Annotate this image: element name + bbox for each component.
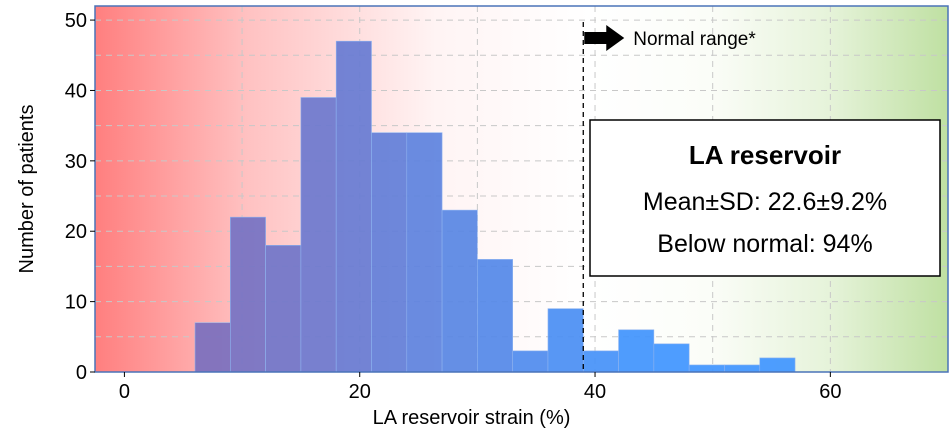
histogram-bar [547,308,584,373]
histogram-bar [300,97,337,373]
histogram-bar [335,40,372,373]
info-box-frame [589,119,941,277]
histogram-bar [230,216,266,373]
x-tick-label: 40 [584,381,606,403]
plot-border [94,5,949,373]
x-axis-label: LA reservoir strain (%) [373,407,571,429]
plot-frame [94,5,949,373]
x-tick-label: 60 [819,381,841,403]
histogram-bar [406,132,443,373]
histogram-bar [194,322,231,373]
histogram-bar [653,343,690,373]
histogram-bar [477,259,513,373]
arrow-right-icon [584,25,625,51]
histogram-bar [759,357,796,373]
x-tick-label: 0 [119,381,130,403]
y-tick-label: 30 [65,151,87,173]
y-tick-label: 0 [76,362,87,384]
histogram-bar [441,209,478,373]
y-axis-label: Number of patients [16,105,38,274]
y-tick-label: 40 [65,80,87,102]
x-axis-ticks: 0 20 40 60 [119,372,841,403]
histogram-bar [618,329,655,373]
histogram-bar [724,364,761,373]
info-box-below-normal: Below normal: 94% [657,230,872,258]
histogram-bar [688,364,725,373]
info-box-title: LA reservoir [689,140,841,170]
y-axis-ticks: 0 10 20 30 40 50 [65,10,95,384]
histogram-bars [194,40,796,373]
info-box: LA reservoir Mean±SD: 22.6±9.2% Below no… [589,119,941,277]
y-tick-label: 20 [65,221,87,243]
x-tick-label: 20 [349,381,371,403]
histogram-bar [582,350,619,373]
y-tick-label: 10 [65,292,87,314]
normal-range-label: Normal range* [633,29,756,50]
y-tick-label: 50 [65,10,87,32]
histogram-bar [265,245,302,373]
histogram-bar [512,350,549,373]
info-box-mean-sd: Mean±SD: 22.6±9.2% [643,188,887,216]
histogram-bar [371,132,408,373]
